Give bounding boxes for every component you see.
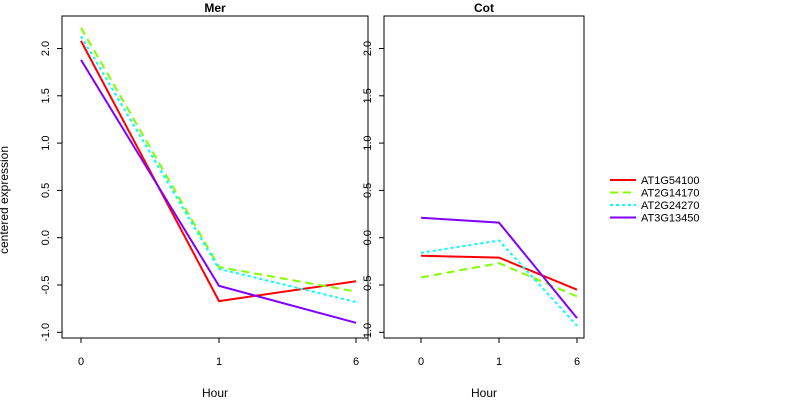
- series-line-at2g24270: [80, 35, 357, 303]
- series-line-at2g24270: [420, 239, 578, 327]
- y-axis-label: centered expression: [0, 146, 11, 254]
- y-tick-label: -0.5: [40, 276, 52, 295]
- x-axis-label: Hour: [202, 386, 228, 400]
- panel-title: Cot: [474, 1, 494, 15]
- x-tick-label: 0: [418, 356, 424, 368]
- y-tick-label: 0.5: [362, 183, 374, 198]
- plot-frame: [61, 15, 369, 339]
- y-tick-label: -1.0: [40, 323, 52, 342]
- series-line-at2g14170: [80, 27, 357, 293]
- x-tick-label: 6: [574, 356, 580, 368]
- legend-label: AT2G14170: [641, 188, 700, 200]
- panel-mer: Mer -1.0 -0.5 0.0 0.5 1.0 1.5 2.0 0 1 6 Hour: [40, 1, 369, 400]
- series-line-at3g13450: [80, 59, 357, 324]
- y-tick-label: 1.0: [362, 135, 374, 150]
- y-tick-label: 1.0: [40, 135, 52, 150]
- x-axis-label: Hour: [471, 386, 497, 400]
- x-tick-label: 6: [353, 356, 359, 368]
- y-tick-label: 0.0: [362, 230, 374, 245]
- series-line-at1g54100: [80, 40, 357, 303]
- y-tick-label: 2.0: [362, 41, 374, 56]
- panel-cot: Cot -1.0 -0.5 0.0 0.5 1.0 1.5 2.0 0 1 6 Hour: [362, 1, 585, 400]
- series-line-at3g13450: [420, 216, 578, 319]
- panel-title: Mer: [204, 1, 226, 15]
- y-tick-label: -0.5: [362, 276, 374, 295]
- y-tick-label: 0.5: [40, 183, 52, 198]
- plot-frame: [383, 15, 585, 339]
- y-tick-label: 2.0: [40, 41, 52, 56]
- y-tick-label: 0.0: [40, 230, 52, 245]
- x-tick-label: 1: [216, 356, 222, 368]
- y-tick-label: 1.5: [362, 88, 374, 103]
- series-line-at1g54100: [420, 254, 578, 291]
- legend-label: AT3G13450: [641, 213, 700, 225]
- x-tick-label: 0: [78, 356, 84, 368]
- y-tick-label: -1.0: [362, 323, 374, 342]
- legend-label: AT1G54100: [641, 175, 700, 187]
- y-tick-label: 1.5: [40, 88, 52, 103]
- x-tick-label: 1: [496, 356, 502, 368]
- legend-label: AT2G24270: [641, 200, 700, 212]
